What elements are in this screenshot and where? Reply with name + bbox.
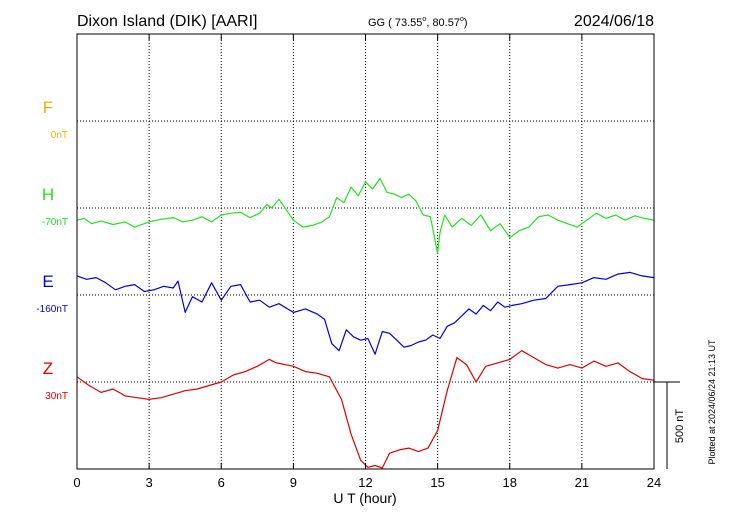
series-letter-H: H [42,185,54,204]
date-label: 2024/06/18 [574,13,654,30]
scale-bar-label: 500 nT [674,409,686,444]
series-baseline-H: -70nT [42,217,68,228]
x-tick-label: 3 [146,475,153,490]
x-tick-label: 12 [358,475,372,490]
series-baseline-E: -160nT [36,304,68,315]
scale-bar: 500 nT [654,381,686,469]
series-baseline-F: 0nT [51,130,68,141]
series-line-E [76,271,655,355]
series-group [76,177,655,469]
series-letter-F: F [43,98,53,117]
x-tick-label: 21 [575,475,589,490]
x-tick-label: 9 [290,475,297,490]
plotted-timestamp: Plotted at 2024/06/24 21:13 UT [707,339,717,465]
x-axis-label: U T (hour) [333,490,396,506]
x-tick-label: 24 [647,475,661,490]
x-tick-label: 18 [503,475,517,490]
series-letter-E: E [42,272,53,291]
grid-lines [77,34,654,469]
station-title: Dixon Island (DIK) [AARI] [77,13,258,30]
coordinates-label: GG ( 73.55o, 80.57o) [368,16,468,29]
x-tick-label: 6 [218,475,225,490]
x-tick-label: 15 [430,475,444,490]
series-line-Z [76,350,655,469]
series-line-H [76,177,655,254]
x-tick-label: 0 [73,475,80,490]
series-baseline-Z: 30nT [45,391,68,402]
series-labels: F 0nT H -70nT E -160nT Z 30nT [36,98,68,402]
series-letter-Z: Z [43,359,53,378]
x-axis-ticks: 0 3 6 9 12 15 18 21 24 [73,34,661,490]
